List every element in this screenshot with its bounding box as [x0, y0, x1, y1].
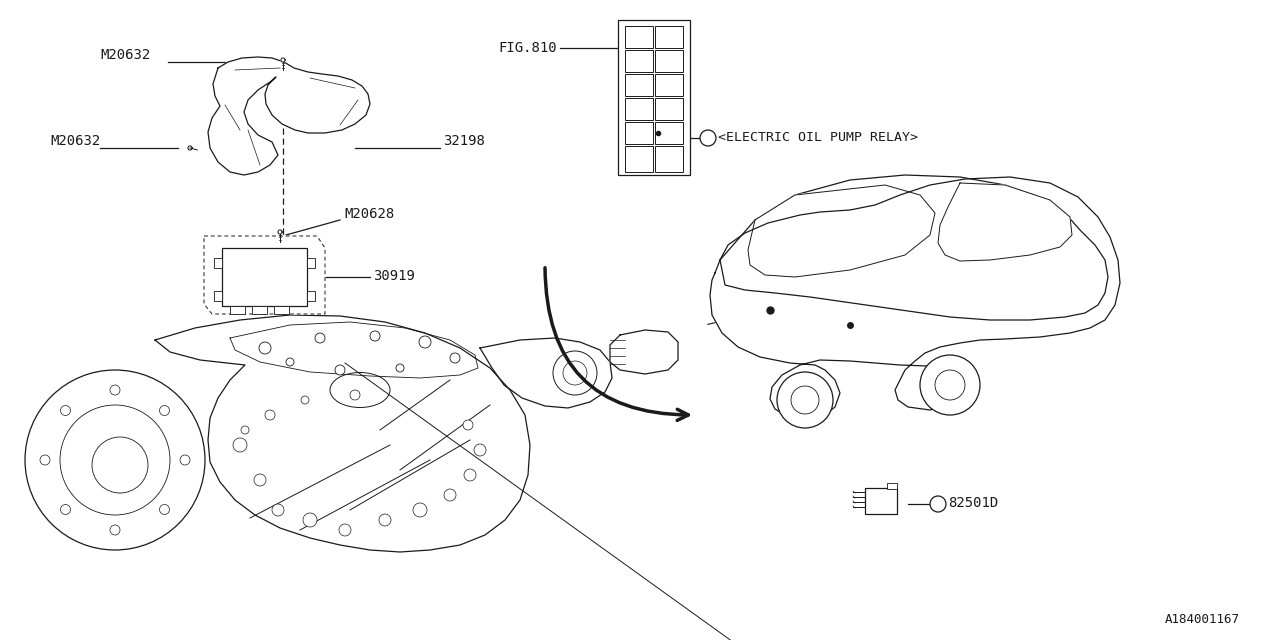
Bar — [625, 50, 653, 72]
Circle shape — [253, 474, 266, 486]
Polygon shape — [188, 146, 192, 150]
Text: M20632: M20632 — [100, 48, 150, 62]
Bar — [655, 50, 684, 72]
Polygon shape — [207, 57, 370, 175]
Circle shape — [110, 385, 120, 395]
FancyArrowPatch shape — [545, 268, 689, 420]
Circle shape — [259, 342, 271, 354]
Polygon shape — [155, 315, 530, 552]
Text: M20628: M20628 — [344, 207, 394, 221]
Bar — [625, 98, 653, 120]
Bar — [214, 258, 221, 268]
Circle shape — [413, 503, 428, 517]
Circle shape — [241, 426, 250, 434]
Text: 30919: 30919 — [372, 269, 415, 283]
Circle shape — [303, 513, 317, 527]
Text: 32198: 32198 — [443, 134, 485, 148]
Bar — [865, 488, 897, 514]
Circle shape — [233, 438, 247, 452]
Circle shape — [419, 336, 431, 348]
Circle shape — [451, 353, 460, 363]
Text: 82501D: 82501D — [948, 496, 998, 510]
Polygon shape — [748, 185, 934, 277]
Circle shape — [60, 504, 70, 515]
Bar — [252, 306, 268, 314]
Bar — [221, 248, 307, 306]
Text: M20632: M20632 — [50, 134, 100, 148]
Bar — [655, 98, 684, 120]
Bar — [307, 291, 315, 301]
Circle shape — [339, 524, 351, 536]
Polygon shape — [938, 183, 1073, 261]
Bar — [655, 146, 684, 172]
Text: A184001167: A184001167 — [1165, 613, 1240, 626]
Circle shape — [700, 130, 716, 146]
Circle shape — [60, 406, 70, 415]
Circle shape — [463, 420, 474, 430]
Text: 1: 1 — [936, 499, 941, 509]
Circle shape — [474, 444, 486, 456]
Text: <ELECTRIC OIL PUMP RELAY>: <ELECTRIC OIL PUMP RELAY> — [718, 131, 918, 144]
Bar — [618, 20, 690, 175]
Circle shape — [349, 390, 360, 400]
Polygon shape — [719, 285, 1108, 337]
Circle shape — [920, 355, 980, 415]
Circle shape — [931, 496, 946, 512]
Text: 1: 1 — [705, 134, 710, 143]
Polygon shape — [278, 230, 283, 234]
Bar — [655, 26, 684, 48]
Bar — [625, 74, 653, 96]
Bar — [230, 306, 244, 314]
Circle shape — [465, 469, 476, 481]
Bar — [655, 74, 684, 96]
Text: FIG.810: FIG.810 — [498, 41, 557, 55]
Bar — [625, 26, 653, 48]
Bar — [274, 306, 289, 314]
Circle shape — [777, 372, 833, 428]
Polygon shape — [611, 330, 678, 374]
Circle shape — [160, 406, 169, 415]
Bar — [625, 122, 653, 144]
Circle shape — [26, 370, 205, 550]
Circle shape — [379, 514, 390, 526]
Polygon shape — [710, 177, 1120, 421]
Circle shape — [444, 489, 456, 501]
Circle shape — [301, 396, 308, 404]
Circle shape — [370, 331, 380, 341]
Circle shape — [110, 525, 120, 535]
Bar — [214, 291, 221, 301]
Circle shape — [180, 455, 189, 465]
Circle shape — [315, 333, 325, 343]
Bar — [307, 258, 315, 268]
Circle shape — [396, 364, 404, 372]
Circle shape — [285, 358, 294, 366]
Polygon shape — [280, 58, 285, 62]
Polygon shape — [719, 175, 1108, 320]
Circle shape — [553, 351, 596, 395]
Circle shape — [160, 504, 169, 515]
Circle shape — [335, 365, 346, 375]
Polygon shape — [204, 236, 325, 314]
Circle shape — [265, 410, 275, 420]
Bar — [887, 483, 897, 489]
Bar — [625, 146, 653, 172]
Circle shape — [273, 504, 284, 516]
Bar — [655, 122, 684, 144]
Circle shape — [40, 455, 50, 465]
Polygon shape — [480, 338, 612, 408]
